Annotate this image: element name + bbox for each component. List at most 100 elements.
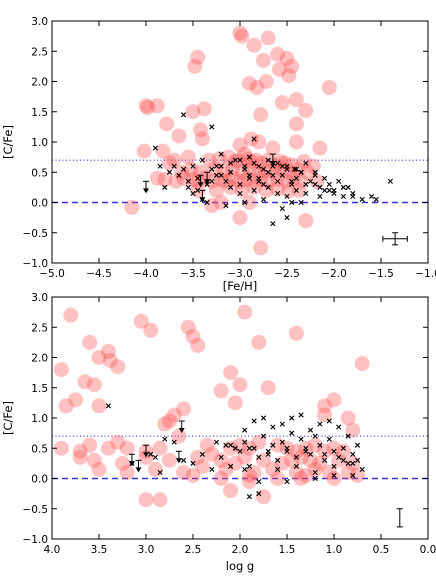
data-point-circle [143,322,159,338]
data-point-x [289,178,295,184]
data-point-circle [53,362,69,378]
data-point-circle [138,492,154,508]
data-point-x [345,184,351,190]
data-point-circle [288,464,304,480]
data-point-circle [110,434,126,450]
data-point-x [340,445,346,451]
data-point-x [228,184,234,190]
data-point-circle [72,443,88,459]
data-point-x [270,163,276,169]
data-point-circle [249,80,265,96]
data-point-circle [133,313,149,329]
data-point-x [284,478,290,485]
data-point-circle [288,134,304,150]
data-point-x [275,457,281,463]
data-point-x [284,163,290,169]
data-point-circle [213,471,229,486]
data-point-circle [193,164,209,180]
x-tick-label: −2.5 [274,268,300,280]
data-point-x [322,187,328,193]
data-point-circle [209,182,224,198]
data-point-circle [270,181,286,197]
data-point-x [270,221,276,227]
data-point-x [195,175,201,181]
data-point-circle [291,182,307,198]
data-point-x [322,175,328,181]
data-point-x [359,196,365,203]
data-point-x [223,442,229,448]
x-tick-label: 2.5 [185,544,202,556]
data-point-x [317,421,323,427]
data-point-circle [152,492,168,508]
data-point-circle [100,343,116,359]
data-point-circle [232,377,248,393]
data-point-circle [284,58,300,74]
data-point-circle [91,398,107,414]
data-point-x [350,472,356,479]
data-point-x [246,494,252,500]
data-point-circle [68,392,83,408]
data-point-x [251,160,257,166]
data-point-x [242,439,248,445]
data-point-x [265,448,271,454]
data-point-x [246,463,252,469]
y-axis-label: [C/Fe] [1,125,15,159]
data-point-circle [354,356,370,372]
data-point-x [307,178,314,184]
data-point-x [223,202,229,209]
data-point-circle [162,452,177,468]
data-point-circle [119,464,135,480]
data-point-circle [260,30,276,46]
y-tick-label: 0.0 [31,474,48,486]
data-point-circle [232,25,248,41]
data-point-x [190,163,196,169]
upper-limit-head [143,188,149,194]
data-point-x [209,466,215,473]
data-point-x [242,199,248,206]
data-point-circle [307,461,323,477]
data-point-x [232,445,238,451]
data-point-x [275,178,281,184]
data-point-circle [265,461,281,477]
data-point-circle [298,467,314,483]
data-point-x [152,145,158,151]
data-point-x [190,460,196,466]
data-point-x [148,451,154,457]
data-point-circle [147,461,163,477]
data-point-circle [246,37,262,53]
data-point-x [242,163,248,169]
data-point-x [213,172,220,178]
data-point-circle [180,149,196,165]
data-point-circle [204,446,220,462]
upper-limit-arrow [178,420,185,434]
y-tick-label: 1.0 [31,413,48,425]
upper-limit-head [135,467,142,473]
data-point-circle [243,131,259,147]
upper-limit-head [199,197,206,203]
data-point-circle [196,101,212,117]
data-point-x [171,163,177,169]
data-point-x [185,178,191,184]
data-point-circle [159,116,175,132]
data-point-x [209,178,215,184]
data-point-circle [258,182,274,198]
data-point-x [242,466,248,473]
data-point-circle [91,350,107,365]
data-point-circle [180,319,196,335]
data-point-x [331,472,337,479]
data-point-circle [171,428,187,444]
data-point-circle [72,449,88,465]
data-point-circle [326,392,342,408]
data-point-circle [91,461,107,477]
x-tick-label: 3.0 [138,544,155,556]
data-point-circle [246,179,262,195]
data-point-x [199,157,205,163]
data-point-x [298,412,304,418]
y-tick-label: 3.0 [31,16,48,28]
data-point-circle [251,434,267,450]
upper-limit-head [128,461,135,467]
data-point-circle [223,483,239,499]
data-point-x [298,436,304,442]
data-point-circle [326,440,342,456]
